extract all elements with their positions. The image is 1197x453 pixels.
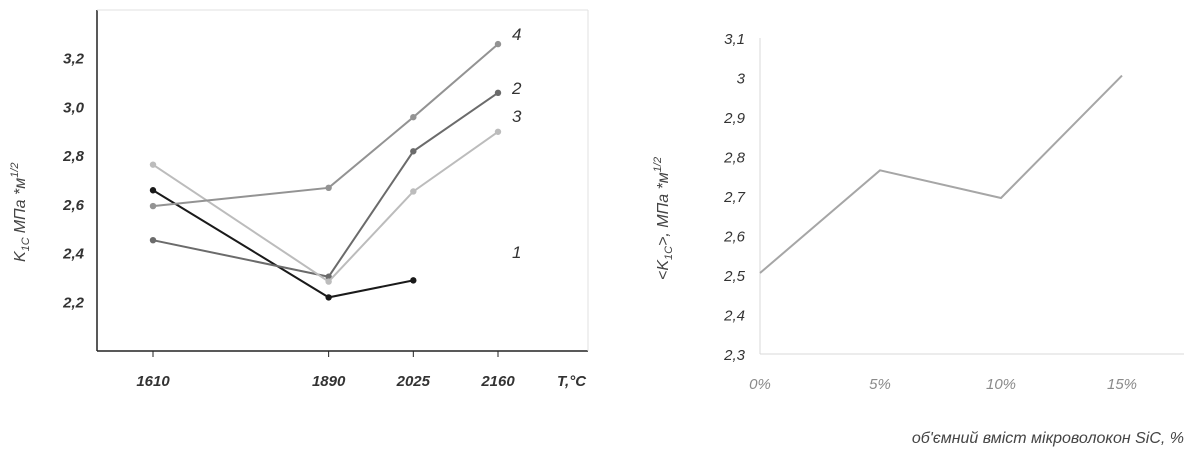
left-data-point [149,187,157,194]
left-data-point [410,148,417,155]
left-data-point [149,236,157,244]
right-x-axis-label: об'ємний вміст мікроволокон SiC, % [912,430,1184,447]
right-y-label-rest: >, МПа *м [655,172,672,246]
right-y-label-main: <K [655,259,672,280]
left-y-label-rest: МПа *м [12,178,29,233]
right-y-tick-label: 2,9 [723,110,746,127]
right-y-tick-label: 3 [737,71,746,88]
left-series-label-4: 4 [512,25,521,44]
left-series-label-2: 2 [511,79,522,98]
left-y-tick-label: 2,2 [62,294,85,311]
right-series-group [759,74,1123,274]
right-y-tick-label: 2,5 [723,268,746,285]
left-y-tick-label: 2,4 [62,246,85,263]
left-series-line-4 [152,43,499,208]
left-y-tick-label: 2,6 [62,197,85,214]
left-data-point [325,184,332,192]
right-y-label-sub: 1C [663,246,675,260]
left-data-point [325,278,332,285]
left-data-point [494,89,502,97]
left-x-tick-label: 1610 [136,373,170,390]
right-y-ticks: 2,3 2,4 2,5 2,6 2,7 2,8 2,9 3 3,1 [723,31,746,364]
right-y-tick-label: 3,1 [724,31,745,48]
left-data-point [325,273,332,280]
right-x-tick-label: 10% [986,376,1016,393]
left-y-tick-label: 2,8 [62,148,85,165]
left-series-label-1: 1 [512,243,521,262]
left-y-tick-label: 3,2 [63,51,85,68]
left-data-point [494,40,502,48]
right-y-tick-label: 2,3 [723,347,746,364]
right-x-tick-label: 0% [749,376,771,393]
right-y-tick-label: 2,4 [723,308,745,325]
left-data-point [410,188,417,195]
left-y-ticks: 2,2 2,4 2,6 2,8 3,0 3,2 [62,51,85,312]
left-y-tick-label: 3,0 [63,99,85,116]
left-series-line-3 [152,130,499,283]
left-data-point [410,113,417,121]
left-data-point [494,128,502,135]
left-x-tick-label: 2025 [396,373,431,390]
left-series-label-3: 3 [512,107,522,126]
right-x-tick-label: 5% [869,376,891,393]
left-data-point [149,202,157,210]
right-x-ticks: 0% 5% 10% 15% [749,376,1137,393]
left-x-tick-label: 2160 [480,373,515,390]
right-y-tick-label: 2,6 [723,229,746,246]
left-x-tick-label: 1890 [312,373,346,390]
right-y-tick-label: 2,8 [723,150,746,167]
right-chart: 2,3 2,4 2,5 2,6 2,7 2,8 2,9 3 3,1 0% 5% 10% 15% об'… [652,31,1184,447]
left-y-label-main: K [12,250,29,262]
left-data-point [149,161,157,168]
left-series-line-1 [152,189,414,299]
left-series-labels: 1 2 3 4 [511,25,522,262]
left-chart: 2,2 2,4 2,6 2,8 3,0 3,2 1610 1890 2025 2160 1 2 3 4… [9,9,589,390]
left-y-label-sub: 1C [20,237,32,251]
left-series-line-2 [152,91,499,278]
right-series-line [759,74,1123,274]
right-y-axis-label: <K1C>, МПа *м1/2 [652,157,675,280]
left-y-label-sup: 1/2 [9,163,21,178]
right-y-label-sup: 1/2 [652,157,664,172]
left-data-point [325,294,332,301]
left-series-group [149,40,502,301]
right-y-tick-label: 2,7 [723,189,746,206]
left-x-ticks: 1610 1890 2025 2160 [136,351,515,390]
left-data-point [410,277,417,284]
left-y-axis-label: K1C МПа *м1/2 [9,163,32,263]
left-x-axis-label: T,°C [557,373,587,390]
right-x-tick-label: 15% [1107,376,1137,393]
left-plot-frame [96,9,589,352]
